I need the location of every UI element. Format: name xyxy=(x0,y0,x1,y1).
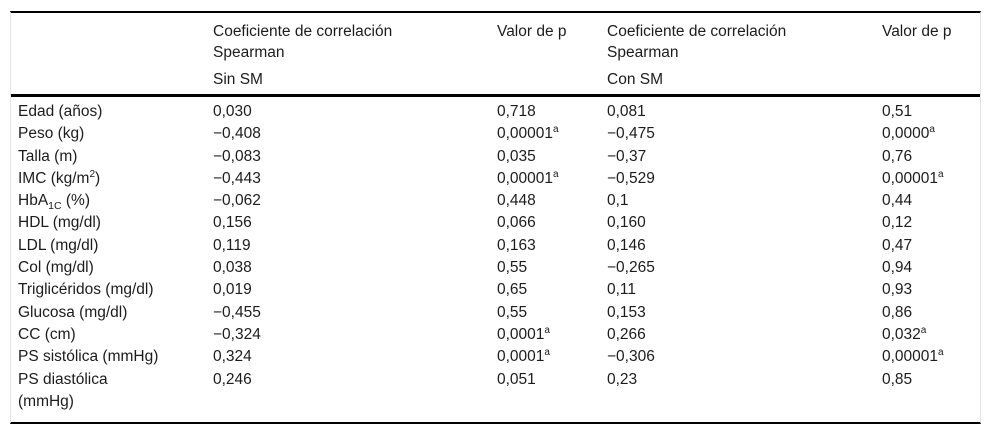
coef-con-cell: 0,153 xyxy=(607,303,646,321)
correlation-table: Coeficiente de correlación Spearman Sin SM… xyxy=(11,13,980,413)
table-row: CC (cm) −0,324 0,0001a 0,266 0,032a xyxy=(11,324,980,346)
p-con-cell: 0,12 xyxy=(882,214,913,232)
table-row: Talla (m) −0,083 0,035 −0,37 0,76 xyxy=(11,146,980,168)
column-header-line: Spearman xyxy=(213,44,285,61)
p-con-cell: 0,032a xyxy=(882,324,927,343)
table-row: Triglicéridos (mg/dl) 0,019 0,65 0,11 0,93 xyxy=(11,279,980,301)
p-sin-cell: 0,163 xyxy=(497,236,536,254)
coef-sin-cell: 0,119 xyxy=(213,236,251,254)
header-row: Coeficiente de correlación Spearman Sin SM… xyxy=(11,13,980,97)
p-con-cell: 0,47 xyxy=(882,236,913,254)
coef-sin-cell: −0,083 xyxy=(213,147,261,165)
p-sin-cell: 0,035 xyxy=(497,147,536,165)
label-cell: Triglicéridos (mg/dl) xyxy=(18,281,154,299)
coef-con-cell: 0,081 xyxy=(607,103,646,120)
label-cell: CC (cm) xyxy=(18,325,76,343)
coef-sin-cell: 0,324 xyxy=(213,348,252,366)
p-sin-cell: 0,066 xyxy=(497,214,536,232)
column-header-line: Coeficiente de correlación xyxy=(213,23,393,40)
table-row: Col (mg/dl) 0,038 0,55 −0,265 0,94 xyxy=(11,257,980,279)
coef-sin-cell: −0,062 xyxy=(213,192,261,210)
coef-sin-cell: 0,019 xyxy=(213,281,252,299)
coef-sin-cell: 0,246 xyxy=(213,370,252,388)
coef-con-cell: 0,11 xyxy=(607,281,637,299)
table-row: PS diastólica (mmHg) 0,246 0,051 0,23 0,85 xyxy=(11,369,980,414)
p-sin-cell: 0,65 xyxy=(497,281,528,299)
column-group-label: Con SM xyxy=(607,71,663,88)
column-header-label xyxy=(11,13,213,97)
p-sin-cell: 0,55 xyxy=(497,259,528,277)
p-con-cell: 0,0000a xyxy=(882,124,935,143)
table-row: HDL (mg/dl) 0,156 0,066 0,160 0,12 xyxy=(11,212,980,234)
p-sin-cell: 0,55 xyxy=(497,303,528,321)
coef-sin-cell: −0,455 xyxy=(213,303,261,321)
table-row: HbA1C (%) −0,062 0,448 0,1 0,44 xyxy=(11,190,980,212)
coef-sin-cell: 0,038 xyxy=(213,259,252,277)
column-header-coef-sin: Coeficiente de correlación Spearman Sin SM xyxy=(213,13,497,97)
coef-con-cell: −0,306 xyxy=(607,348,655,366)
label-cell: PS diastólica (mmHg) xyxy=(18,370,108,410)
table-row: Glucosa (mg/dl) −0,455 0,55 0,153 0,86 xyxy=(11,302,980,324)
label-cell: Peso (kg) xyxy=(18,125,85,143)
p-sin-cell: 0,051 xyxy=(497,370,536,388)
column-header-p-sin: Valor de p xyxy=(497,13,607,97)
label-cell: HbA1C (%) xyxy=(18,192,91,213)
p-sin-cell: 0,0001a xyxy=(497,324,550,343)
coef-con-cell: −0,37 xyxy=(607,147,647,165)
table-row: LDL (mg/dl) 0,119 0,163 0,146 0,47 xyxy=(11,235,980,257)
p-con-cell: 0,85 xyxy=(882,370,913,388)
p-con-cell: 0,93 xyxy=(882,281,913,299)
coef-sin-cell: −0,443 xyxy=(213,169,261,187)
table-row: PS sistólica (mmHg) 0,324 0,0001a −0,306 0,0… xyxy=(11,346,980,368)
p-con-cell: 0,76 xyxy=(882,147,913,165)
coef-con-cell: 0,1 xyxy=(607,192,629,210)
column-header-line: Spearman xyxy=(607,44,679,61)
coef-con-cell: 0,160 xyxy=(607,214,646,232)
correlation-table-container: Coeficiente de correlación Spearman Sin SM… xyxy=(10,11,981,424)
coef-con-cell: −0,529 xyxy=(607,169,655,187)
column-header-line: Coeficiente de correlación xyxy=(607,23,787,40)
label-cell: PS sistólica (mmHg) xyxy=(18,348,159,366)
coef-con-cell: 0,146 xyxy=(607,236,646,254)
column-group-label: Sin SM xyxy=(213,71,263,88)
p-sin-cell: 0,0001a xyxy=(497,347,550,366)
column-header-p-con: Valor de p xyxy=(882,13,980,97)
label-cell: Edad (años) xyxy=(18,103,103,120)
coef-con-cell: −0,265 xyxy=(607,259,655,277)
coef-con-cell: −0,475 xyxy=(607,125,655,143)
p-sin-cell: 0,00001a xyxy=(497,168,559,187)
coef-sin-cell: −0,408 xyxy=(213,125,261,143)
table-row: IMC (kg/m2) −0,443 0,00001a −0,529 0,00001a xyxy=(11,168,980,190)
p-con-cell: 0,00001a xyxy=(882,347,944,366)
column-header-line: Valor de p xyxy=(882,23,952,40)
label-cell: IMC (kg/m2) xyxy=(18,168,101,187)
table-body: Edad (años) 0,030 0,718 0,081 0,51 Peso (kg) −… xyxy=(11,96,980,414)
label-cell: Glucosa (mg/dl) xyxy=(18,303,128,321)
coef-con-cell: 0,23 xyxy=(607,370,638,388)
table-header: Coeficiente de correlación Spearman Sin SM… xyxy=(11,13,980,97)
coef-con-cell: 0,266 xyxy=(607,325,646,343)
p-sin-cell: 0,718 xyxy=(497,103,536,120)
coef-sin-cell: −0,324 xyxy=(213,325,261,343)
p-con-cell: 0,51 xyxy=(882,103,913,120)
p-con-cell: 0,44 xyxy=(882,192,913,210)
p-sin-cell: 0,448 xyxy=(497,192,536,210)
p-con-cell: 0,86 xyxy=(882,303,913,321)
label-cell: LDL (mg/dl) xyxy=(18,236,99,254)
column-header-coef-con: Coeficiente de correlación Spearman Con SM xyxy=(607,13,882,97)
p-con-cell: 0,94 xyxy=(882,259,913,277)
label-cell: Talla (m) xyxy=(18,147,78,165)
table-row: Peso (kg) −0,408 0,00001a −0,475 0,0000a xyxy=(11,123,980,145)
label-cell: Col (mg/dl) xyxy=(18,259,94,277)
p-sin-cell: 0,00001a xyxy=(497,124,559,143)
p-con-cell: 0,00001a xyxy=(882,168,944,187)
coef-sin-cell: 0,030 xyxy=(213,103,252,120)
label-cell: HDL (mg/dl) xyxy=(18,214,101,232)
coef-sin-cell: 0,156 xyxy=(213,214,252,232)
column-header-line: Valor de p xyxy=(497,23,567,40)
table-row: Edad (años) 0,030 0,718 0,081 0,51 xyxy=(11,96,980,124)
